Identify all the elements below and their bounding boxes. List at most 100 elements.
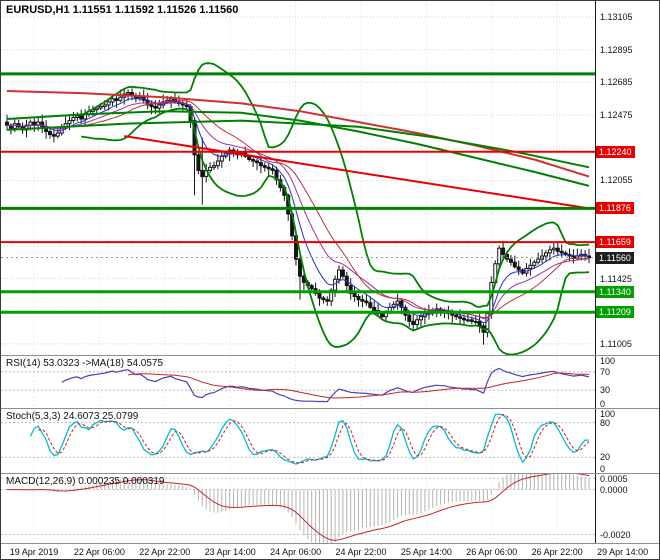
candle-body <box>321 297 326 301</box>
time-label: 22 Apr 22:00 <box>139 547 191 557</box>
macd-histogram <box>10 474 590 543</box>
candle-body <box>469 319 474 322</box>
price-label: 1.11425 <box>600 273 632 284</box>
ema-mid-line <box>6 102 590 320</box>
stochastic-scale[interactable]: 100 80 20 0 <box>595 409 659 474</box>
candle-body <box>450 313 455 316</box>
price-label: 1.12055 <box>600 175 633 186</box>
macd-axis-label: 0.0005 <box>600 474 628 484</box>
candle-body <box>51 134 56 137</box>
rsi-canvas[interactable] <box>1 356 595 408</box>
candle-body <box>380 313 384 318</box>
candle-body <box>118 96 123 101</box>
candle-body <box>528 264 533 269</box>
candle-body <box>71 116 76 122</box>
price-label: 1.12895 <box>600 44 633 55</box>
macd-panel: 0.0005 0.0000 -0.0020 MACD(12,26,9) 0.0002… <box>1 474 659 543</box>
candle-body <box>337 269 341 280</box>
candle-body <box>407 314 412 322</box>
candle-body <box>126 92 131 95</box>
level-price-chip: 1.11659 <box>596 236 634 249</box>
rsi-line <box>61 367 590 403</box>
time-label: 23 Apr 14:00 <box>204 547 256 557</box>
candle-body <box>102 104 107 108</box>
macd-signal-line <box>6 474 590 541</box>
candle-body <box>208 166 213 171</box>
level-price-chip: 1.12240 <box>596 145 635 158</box>
candle-body <box>157 104 162 109</box>
candle-body <box>262 165 267 168</box>
candle-body <box>516 266 521 271</box>
candle-body <box>219 155 224 162</box>
time-label: 25 Apr 14:00 <box>400 547 452 557</box>
stochastic-canvas[interactable] <box>1 409 595 473</box>
time-label: 26 Apr 06:00 <box>466 547 518 557</box>
candle-body <box>98 106 103 109</box>
candle-body <box>559 250 564 254</box>
candle-body <box>415 319 420 325</box>
panel-separator <box>1 408 659 409</box>
rsi-label: RSI(14) 53.0323 ->MA(18) 54.0575 <box>6 358 164 369</box>
candle-body <box>114 98 119 101</box>
candle-body <box>55 132 60 137</box>
candle-body <box>298 258 302 277</box>
candle-body <box>411 320 416 325</box>
time-label: 29 Apr 14:00 <box>597 547 649 557</box>
rsi-axis-label: 70 <box>600 366 611 377</box>
candle-body <box>169 98 174 101</box>
candle-body <box>364 300 369 304</box>
candle-body <box>266 166 271 170</box>
stochastic-label: Stoch(5,3,3) 24.6073 25.0799 <box>6 411 139 422</box>
rsi-axis-label: 100 <box>600 356 616 366</box>
price-label: 1.11005 <box>600 338 632 349</box>
macd-scale[interactable]: 0.0005 0.0000 -0.0020 <box>595 474 659 543</box>
candle-body <box>215 160 220 167</box>
macd-canvas[interactable] <box>1 474 595 543</box>
candle-body <box>258 162 263 167</box>
price-label: 1.12685 <box>600 77 633 88</box>
price-chart-canvas[interactable] <box>1 1 595 355</box>
candle-body <box>149 104 154 108</box>
candle-body <box>200 169 205 178</box>
symbol-ohlc-title: EURUSD,H1 1.11551 1.11592 1.11526 1.1156… <box>6 4 239 16</box>
candle-body <box>512 261 517 268</box>
candle-body <box>547 249 552 254</box>
candle-body <box>333 278 338 291</box>
candle-body <box>106 101 111 106</box>
candle-body <box>462 317 466 321</box>
current-price-chip: 1.11560 <box>596 251 634 264</box>
time-label: 26 Apr 22:00 <box>531 547 583 557</box>
rsi-scale[interactable]: 100 70 30 0 <box>595 356 659 409</box>
stoch-axis-label: 0 <box>600 464 606 474</box>
long-ma-green-2[interactable] <box>6 119 590 169</box>
descending-trendline[interactable] <box>124 135 590 210</box>
candle-body <box>325 299 330 302</box>
stoch-k-line <box>29 413 590 465</box>
ema-fast-line <box>6 97 590 324</box>
candle-body <box>399 300 404 308</box>
price-scale[interactable]: 1.13105 1.12895 1.12685 1.12475 1.12055 1.114… <box>595 1 659 355</box>
candle-body <box>458 316 463 319</box>
candle-body <box>317 292 322 299</box>
candle-body <box>40 121 45 128</box>
stoch-axis-label: 80 <box>600 417 611 428</box>
candle-body <box>28 121 33 126</box>
time-label: 19 Apr 2019 <box>9 547 59 557</box>
time-scale[interactable]: 19 Apr 2019 22 Apr 06:00 22 Apr 22:00 23 Ap… <box>1 544 659 559</box>
candle-body <box>94 107 99 111</box>
stoch-d-line <box>38 413 590 464</box>
candle-body <box>340 269 345 277</box>
candle-body <box>110 98 115 103</box>
level-price-chip: 1.11876 <box>596 202 634 215</box>
candle-body <box>473 320 478 323</box>
panel-separator <box>1 543 659 544</box>
bollinger-upper-band <box>80 62 590 309</box>
candle-body <box>247 155 252 160</box>
stochastic-panel: 100 80 20 0 Stoch(5,3,3) 24.6073 25.0799 <box>1 409 659 474</box>
macd-axis-label: 0.0000 <box>600 484 628 495</box>
candle-body <box>12 123 17 129</box>
bollinger-lower-band <box>81 107 590 355</box>
candle-body <box>508 258 513 263</box>
candle-body <box>544 252 548 257</box>
candle-body <box>196 154 201 171</box>
